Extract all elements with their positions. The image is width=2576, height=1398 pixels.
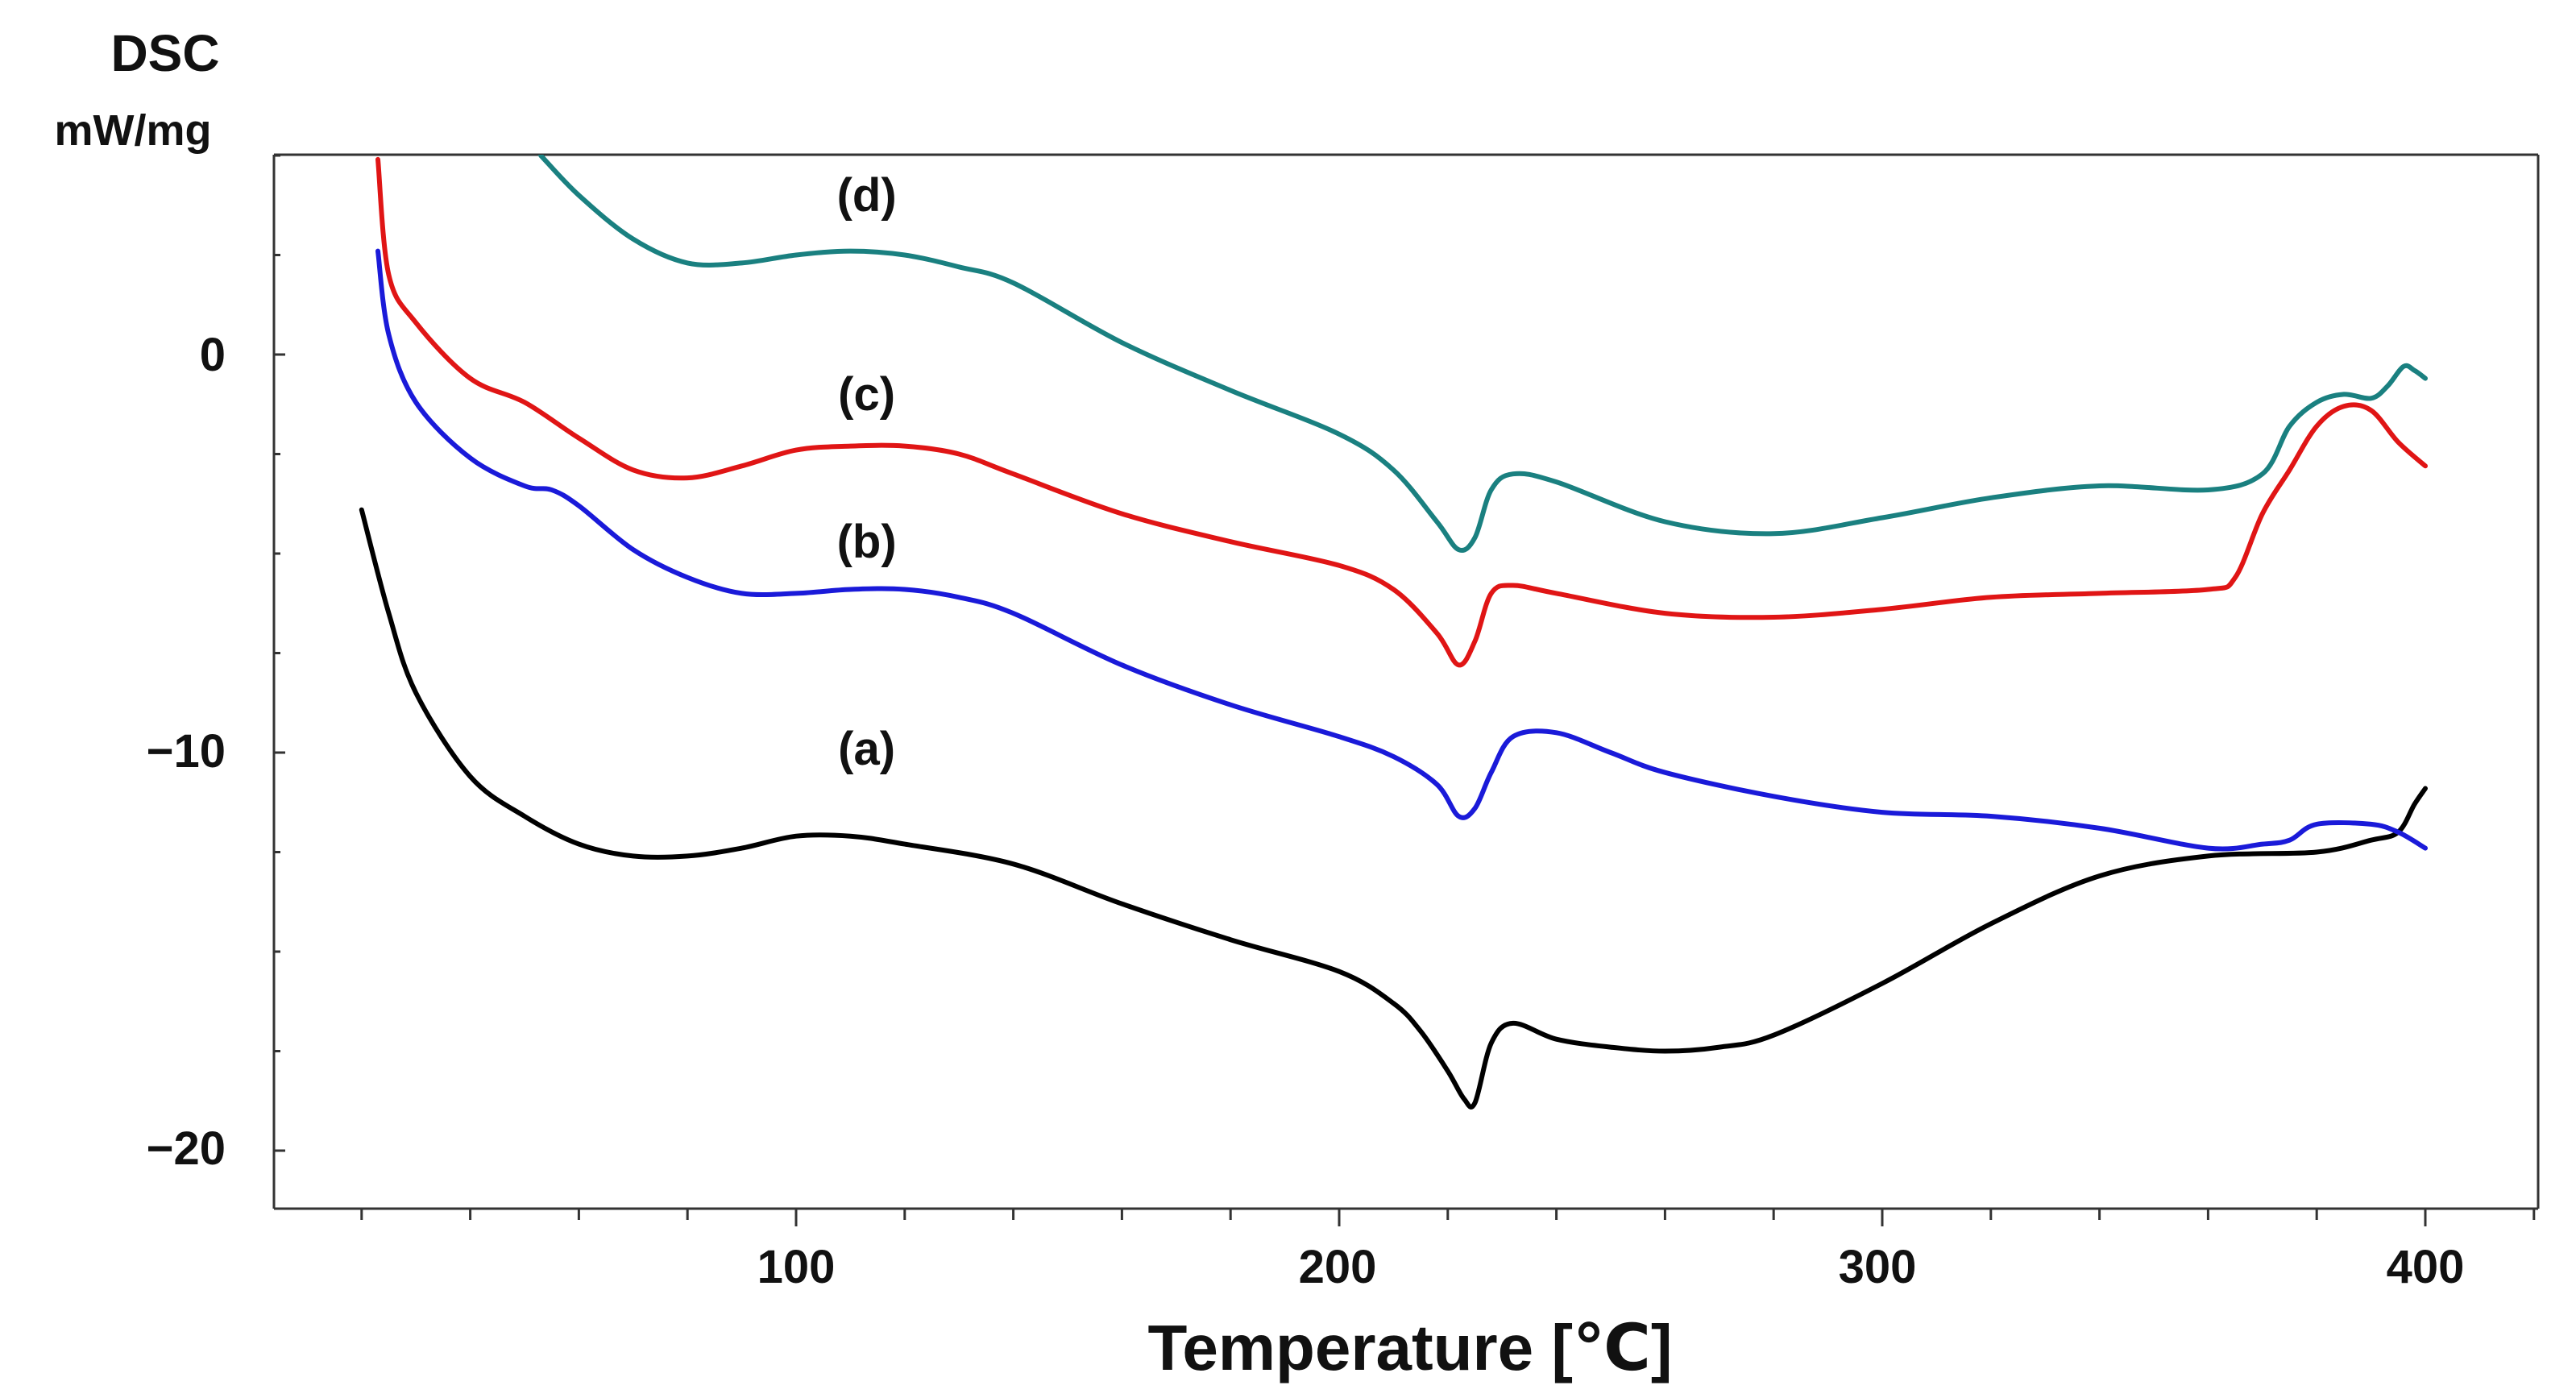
series-line-a <box>359 507 2428 1110</box>
y-axis-title: DSC <box>110 24 219 82</box>
tick-marks <box>274 154 2536 1226</box>
series-line-d <box>538 155 2428 553</box>
series-line-c <box>375 156 2428 668</box>
y-tick-label: −20 <box>147 1122 226 1175</box>
y-axis-unit: mW/mg <box>55 106 212 155</box>
series-label-c: (c) <box>838 368 895 421</box>
series-label-a: (a) <box>838 723 895 775</box>
series-curves <box>359 155 2428 1110</box>
series-label-d: (d) <box>837 169 897 222</box>
x-tick-label: 300 <box>1839 1241 1917 1293</box>
series-label-b: (b) <box>837 516 897 568</box>
x-tick-label: 400 <box>2387 1241 2465 1293</box>
x-tick-label: 100 <box>757 1241 836 1293</box>
y-tick-label: 0 <box>200 329 226 381</box>
series-line-b <box>375 248 2428 852</box>
x-axis-title: Temperature [℃] <box>1147 1312 1672 1383</box>
y-tick-label: −10 <box>147 725 226 778</box>
series-labels: (a) (b) (c) (d) <box>837 169 897 775</box>
x-tick-label: 200 <box>1299 1241 1377 1293</box>
